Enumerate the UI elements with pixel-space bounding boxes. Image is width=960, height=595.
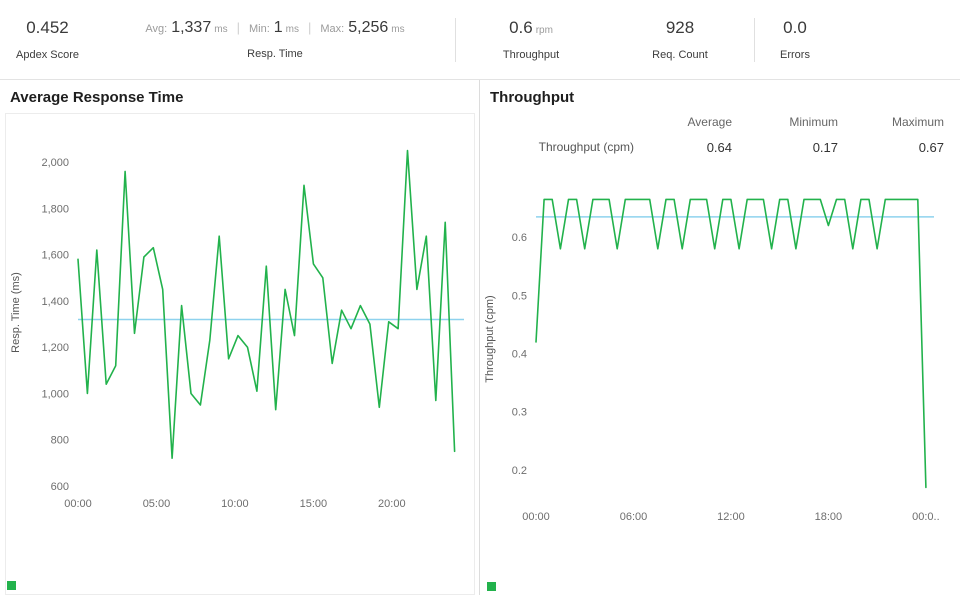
response-time-panel-title: Average Response Time [10,89,184,106]
throughput-panel: Throughput Average Minimum Maximum Throu… [480,80,960,595]
table-average-value: 0.64 [706,140,732,155]
svg-text:00:0..: 00:0.. [912,511,940,523]
throughput-chart[interactable]: 0.2 0.3 0.4 0.5 0.6 00:00 06:00 12:00 18:00 00:0.… [480,167,960,540]
req-count-label: Req. Count [652,49,708,61]
max-unit: ms [391,24,405,35]
svg-text:1,400: 1,400 [41,296,69,308]
throughput-stat: 0.6 rpm Throughput [456,18,606,61]
table-header-average: Average [687,115,732,129]
summary-bar: 0.452 Apdex Score Avg: 1,337 ms | Min: 1… [0,0,960,80]
apdex-score-value: 0.452 [26,18,69,37]
throughput-summary-table: Average Minimum Maximum Throughput (cpm)… [480,113,960,167]
svg-text:0.6: 0.6 [512,232,527,244]
svg-text:1,200: 1,200 [41,342,69,354]
svg-text:0.2: 0.2 [512,465,527,477]
apdex-score-stat: 0.452 Apdex Score [0,18,95,61]
series-legend-swatch[interactable] [7,581,16,590]
header-divider [754,17,755,62]
throughput-value: 0.6 [509,18,533,37]
max-key: Max: [320,23,345,35]
svg-text:0.5: 0.5 [512,290,527,302]
svg-text:15:00: 15:00 [300,498,328,510]
resp-time-label: Resp. Time [247,48,303,60]
panel-divider [479,80,480,595]
throughput-chart-svg: 0.2 0.3 0.4 0.5 0.6 00:00 06:00 12:00 18:00 00:0.… [484,198,940,523]
svg-text:0.3: 0.3 [512,407,527,419]
response-time-panel: Average Response Time 600 800 1,000 1,200 1,… [0,80,479,595]
svg-text:600: 600 [51,481,69,493]
req-count-value: 928 [665,18,695,37]
avg-key: Avg: [145,23,168,35]
table-header-maximum: Maximum [891,115,944,129]
svg-text:1,000: 1,000 [41,388,69,400]
table-header-minimum: Minimum [789,115,838,129]
errors-value: 0.0 [783,18,807,37]
table-maximum-value: 0.67 [918,140,944,155]
apdex-score-label: Apdex Score [16,49,79,61]
svg-text:2,000: 2,000 [41,157,69,169]
series-legend-swatch[interactable] [487,582,496,591]
throughput-panel-title: Throughput [490,89,575,106]
charts-area: Average Response Time 600 800 1,000 1,200 1,… [0,80,960,595]
svg-text:1,600: 1,600 [41,250,69,262]
response-time-chart[interactable]: 600 800 1,000 1,200 1,400 1,600 1,800 2,000 00:0… [6,114,474,539]
errors-label: Errors [780,49,810,61]
throughput-unit: rpm [535,25,553,36]
svg-text:0.4: 0.4 [512,349,527,361]
min-unit: ms [285,24,299,35]
min-key: Min: [248,23,270,35]
avg-unit: ms [214,24,228,35]
svg-text:05:00: 05:00 [143,498,171,510]
min-value: 1 [273,19,283,36]
stat-separator: | [236,20,240,35]
req-count-stat: 928 Req. Count [606,18,754,61]
stat-separator: | [308,20,312,35]
throughput-label: Throughput [502,49,560,61]
svg-text:10:00: 10:00 [221,498,249,510]
svg-text:800: 800 [51,435,69,447]
svg-text:00:00: 00:00 [64,498,92,510]
header-divider [455,17,456,62]
avg-value: 1,337 [171,19,212,36]
svg-text:Throughput (cpm): Throughput (cpm) [484,295,496,382]
svg-text:00:00: 00:00 [522,511,550,523]
max-value: 5,256 [348,19,389,36]
table-corner-cell [490,115,634,129]
table-row-label: Throughput (cpm) [538,140,634,154]
svg-text:18:00: 18:00 [815,511,843,523]
response-time-chart-box: 600 800 1,000 1,200 1,400 1,600 1,800 2,000 00:0… [5,113,475,595]
response-time-chart-svg: 600 800 1,000 1,200 1,400 1,600 1,800 2,000 00:0… [10,149,464,510]
svg-text:12:00: 12:00 [717,511,745,523]
svg-text:1,800: 1,800 [41,203,69,215]
svg-text:06:00: 06:00 [620,511,648,523]
errors-stat: 0.0 Errors [755,18,835,61]
resp-time-stat: Avg: 1,337 ms | Min: 1 ms | Max: 5,256 m… [95,19,455,60]
table-minimum-value: 0.17 [812,140,838,155]
resp-time-values: Avg: 1,337 ms | Min: 1 ms | Max: 5,256 m… [145,19,404,37]
svg-text:Resp. Time (ms): Resp. Time (ms) [10,272,22,353]
throughput-value-line: 0.6 rpm [509,18,553,38]
svg-text:20:00: 20:00 [378,498,406,510]
